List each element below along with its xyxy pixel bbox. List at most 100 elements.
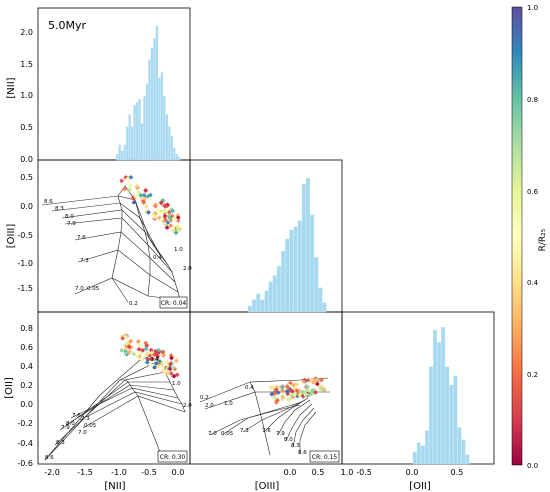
tick-label: 0.0	[20, 155, 33, 164]
data-point	[152, 365, 157, 370]
histogram-bar	[453, 375, 458, 465]
data-point	[291, 383, 296, 387]
histogram-bar	[449, 384, 454, 465]
svg-text:0.4: 0.4	[150, 357, 159, 363]
tick-label: -1.0	[111, 468, 127, 477]
svg-text:7.9: 7.9	[276, 431, 285, 437]
data-point	[161, 210, 165, 215]
data-point	[280, 388, 285, 393]
histogram-bar	[289, 229, 294, 313]
data-point	[153, 215, 157, 220]
grid-line	[242, 399, 306, 433]
data-point	[138, 343, 143, 347]
data-point	[124, 351, 128, 356]
grid-line	[111, 195, 129, 303]
grid-line	[263, 397, 309, 433]
data-point	[127, 345, 132, 349]
histogram-bar	[173, 147, 176, 161]
oiii-oii-xticks: 0.0 0.5 1.0	[284, 468, 354, 477]
cr-label: CR: 0.30	[160, 454, 186, 461]
histogram-bar	[143, 96, 146, 161]
tick-label: -1.0	[17, 259, 33, 268]
tick-label: 0.0	[20, 202, 33, 211]
data-point	[135, 354, 140, 359]
svg-text:8.6: 8.6	[44, 199, 53, 205]
grid-line	[199, 377, 329, 403]
histogram-bar	[301, 184, 306, 313]
svg-text:0.05: 0.05	[84, 423, 97, 429]
histogram-bar	[168, 126, 171, 161]
data-point	[288, 397, 293, 401]
data-point	[175, 225, 180, 229]
histogram-bar	[445, 366, 450, 465]
histogram-bar	[120, 150, 124, 161]
grid-line	[149, 239, 181, 301]
tick-label: -0.6	[17, 459, 33, 468]
data-point	[294, 382, 299, 387]
oiii-histogram	[247, 178, 327, 313]
colorbar-ticks: 1.0 0.8 0.6 0.4 0.2 0.0	[527, 4, 539, 470]
histogram-bar	[264, 290, 269, 313]
oii-hist-xticks: -0.5 0.0 0.5	[356, 468, 463, 477]
tick-label: 0.0	[20, 400, 33, 409]
grid-line	[299, 411, 317, 454]
scatter-nii-oiii	[118, 174, 183, 236]
grid-line	[64, 217, 173, 273]
svg-text:8.3: 8.3	[56, 440, 65, 446]
data-point	[276, 390, 280, 395]
tick-label: 0.5	[312, 468, 325, 477]
data-point	[123, 346, 128, 351]
tick-label: -0.2	[17, 419, 33, 428]
cr-box-nii-oiii: CR: 0.04	[159, 296, 188, 309]
data-point	[124, 335, 128, 339]
histogram-bar	[155, 26, 159, 161]
data-point	[270, 392, 274, 396]
data-point	[162, 369, 167, 374]
tick-label: 0.6	[20, 343, 33, 352]
data-point	[134, 194, 138, 199]
grid-line	[285, 403, 313, 442]
data-point	[168, 362, 173, 366]
histogram-bar	[310, 214, 315, 313]
data-point	[120, 336, 125, 341]
tick-label: -2.0	[44, 468, 60, 477]
histogram-bar	[420, 445, 425, 465]
histogram-bar	[437, 342, 442, 465]
histogram-bar	[175, 153, 178, 161]
model-grid-nii-oiii	[41, 185, 181, 303]
data-point	[311, 380, 316, 385]
tick-label: 0.0	[284, 468, 297, 477]
data-point	[156, 364, 161, 369]
histogram-bar	[150, 47, 154, 161]
histogram-bar	[118, 144, 121, 161]
svg-text:7.0: 7.0	[208, 431, 217, 437]
svg-text:7.6: 7.6	[77, 235, 86, 241]
tick-label: 1.0	[20, 91, 33, 100]
data-point	[144, 204, 149, 209]
data-point	[119, 348, 124, 353]
histogram-bar	[457, 427, 462, 465]
data-point	[165, 366, 169, 371]
data-point	[164, 209, 168, 213]
nii-oii-xticks: -2.0 -1.5 -1.0 -0.5 0.0	[44, 468, 184, 477]
data-point	[174, 230, 178, 235]
tick-label: 0.8	[20, 324, 33, 333]
histogram-bar	[416, 442, 421, 465]
data-point	[160, 366, 165, 370]
data-point	[315, 382, 320, 386]
histogram-bar	[178, 156, 181, 161]
svg-text:0.05: 0.05	[221, 431, 234, 437]
data-point	[271, 385, 275, 390]
data-point	[141, 200, 146, 205]
data-point	[298, 393, 302, 398]
scatter-nii-oii	[118, 332, 181, 380]
data-point	[145, 351, 150, 356]
data-point	[143, 341, 148, 345]
svg-text:7.9: 7.9	[67, 221, 76, 227]
data-point	[161, 350, 165, 354]
data-point	[163, 204, 168, 209]
histogram-bar	[130, 126, 134, 161]
data-point	[275, 398, 280, 403]
oii-hist-xlabel: [OII]	[409, 481, 431, 492]
colorbar	[511, 6, 523, 466]
